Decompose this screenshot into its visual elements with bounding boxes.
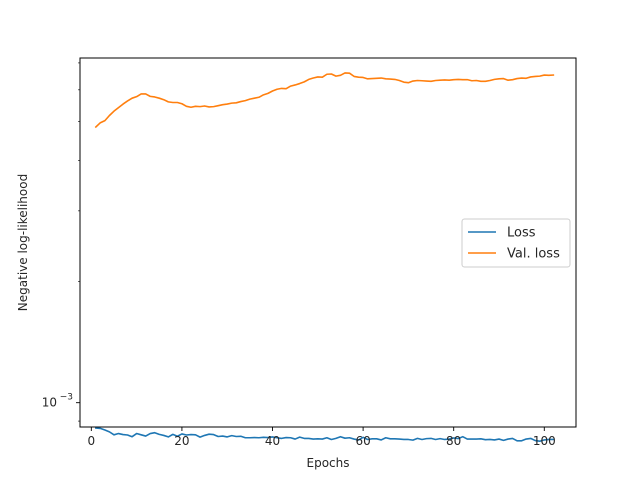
x-tick-label-2: 40 [265,434,280,448]
x-tick-label-3: 60 [355,434,370,448]
x-tick-label-5: 100 [533,434,556,448]
y-axis-label: Negative log-likelihood [16,174,30,311]
y-tick-exponent-0: −3 [60,393,73,403]
x-axis: 0 20 40 60 80 100 [88,427,556,448]
y-tick-label-0: 10 [42,396,57,410]
legend-label-0: Loss [507,226,536,241]
axes-frame [79,57,577,428]
legend-box [461,218,571,268]
x-tick-label-1: 20 [174,434,189,448]
x-axis-label: Epochs [307,456,350,470]
series-line-1 [94,72,555,129]
legend: Loss Val. loss [461,218,571,268]
x-tick-label-4: 80 [446,434,461,448]
series-line-0 [94,427,555,443]
series-layer [94,72,555,443]
legend-label-1: Val. loss [507,247,560,262]
x-tick-label-0: 0 [88,434,96,448]
y-axis: 10 −3 [42,62,80,422]
